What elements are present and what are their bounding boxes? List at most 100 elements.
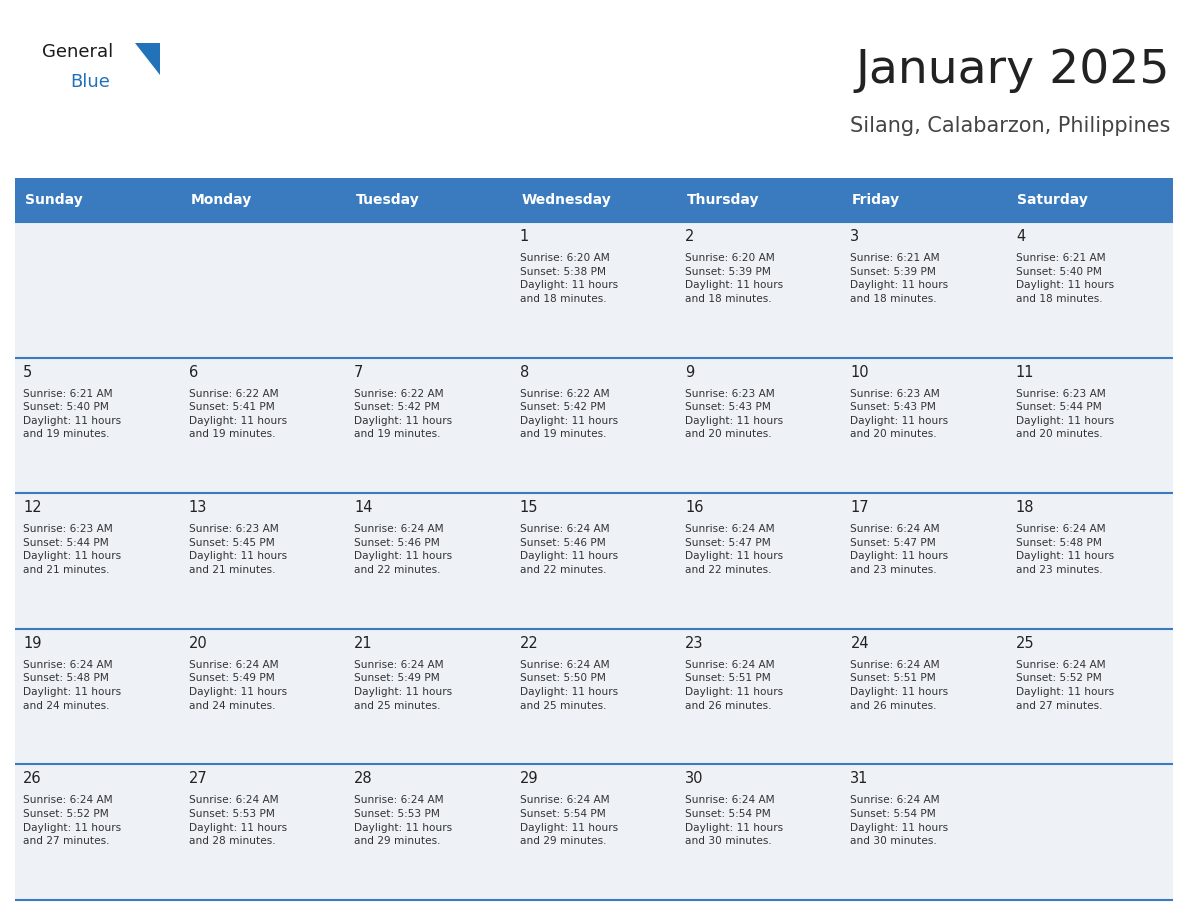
Text: 6: 6 [189,364,198,380]
Text: 1: 1 [519,229,529,244]
Text: January 2025: January 2025 [855,48,1170,93]
Text: 27: 27 [189,771,208,787]
Text: Sunrise: 6:24 AM
Sunset: 5:49 PM
Daylight: 11 hours
and 24 minutes.: Sunrise: 6:24 AM Sunset: 5:49 PM Dayligh… [189,660,286,711]
Text: 13: 13 [189,500,207,515]
Bar [842,358,1007,493]
Text: 26: 26 [24,771,42,787]
Text: 7: 7 [354,364,364,380]
Text: 23: 23 [685,636,703,651]
Text: Sunrise: 6:24 AM
Sunset: 5:54 PM
Daylight: 11 hours
and 30 minutes.: Sunrise: 6:24 AM Sunset: 5:54 PM Dayligh… [685,795,783,846]
Text: 19: 19 [24,636,42,651]
Bar [1007,358,1173,493]
Bar [677,765,842,900]
Bar [511,358,677,493]
Bar [15,358,181,493]
Bar [842,493,1007,629]
Text: Sunrise: 6:20 AM
Sunset: 5:39 PM
Daylight: 11 hours
and 18 minutes.: Sunrise: 6:20 AM Sunset: 5:39 PM Dayligh… [685,253,783,304]
Text: 10: 10 [851,364,870,380]
Text: 21: 21 [354,636,373,651]
Text: 24: 24 [851,636,870,651]
Bar [181,629,346,765]
Text: 29: 29 [519,771,538,787]
Bar [511,765,677,900]
Text: Sunrise: 6:24 AM
Sunset: 5:53 PM
Daylight: 11 hours
and 28 minutes.: Sunrise: 6:24 AM Sunset: 5:53 PM Dayligh… [189,795,286,846]
Text: Sunrise: 6:21 AM
Sunset: 5:40 PM
Daylight: 11 hours
and 19 minutes.: Sunrise: 6:21 AM Sunset: 5:40 PM Dayligh… [24,388,121,440]
Text: Saturday: Saturday [1017,193,1088,207]
Text: Sunrise: 6:22 AM
Sunset: 5:41 PM
Daylight: 11 hours
and 19 minutes.: Sunrise: 6:22 AM Sunset: 5:41 PM Dayligh… [189,388,286,440]
Bar [181,493,346,629]
Bar [15,629,181,765]
Text: 30: 30 [685,771,703,787]
Text: Sunrise: 6:21 AM
Sunset: 5:40 PM
Daylight: 11 hours
and 18 minutes.: Sunrise: 6:21 AM Sunset: 5:40 PM Dayligh… [1016,253,1114,304]
Text: Sunrise: 6:24 AM
Sunset: 5:51 PM
Daylight: 11 hours
and 26 minutes.: Sunrise: 6:24 AM Sunset: 5:51 PM Dayligh… [851,660,948,711]
Bar [181,222,346,358]
Text: 28: 28 [354,771,373,787]
Text: Sunrise: 6:23 AM
Sunset: 5:43 PM
Daylight: 11 hours
and 20 minutes.: Sunrise: 6:23 AM Sunset: 5:43 PM Dayligh… [851,388,948,440]
Text: 16: 16 [685,500,703,515]
Text: Sunrise: 6:24 AM
Sunset: 5:48 PM
Daylight: 11 hours
and 23 minutes.: Sunrise: 6:24 AM Sunset: 5:48 PM Dayligh… [1016,524,1114,575]
Text: Sunrise: 6:20 AM
Sunset: 5:38 PM
Daylight: 11 hours
and 18 minutes.: Sunrise: 6:20 AM Sunset: 5:38 PM Dayligh… [519,253,618,304]
Text: Sunrise: 6:24 AM
Sunset: 5:53 PM
Daylight: 11 hours
and 29 minutes.: Sunrise: 6:24 AM Sunset: 5:53 PM Dayligh… [354,795,453,846]
Bar [346,493,511,629]
Text: Sunrise: 6:24 AM
Sunset: 5:52 PM
Daylight: 11 hours
and 27 minutes.: Sunrise: 6:24 AM Sunset: 5:52 PM Dayligh… [1016,660,1114,711]
Bar [677,222,842,358]
Bar [677,178,842,222]
Text: Sunrise: 6:24 AM
Sunset: 5:48 PM
Daylight: 11 hours
and 24 minutes.: Sunrise: 6:24 AM Sunset: 5:48 PM Dayligh… [24,660,121,711]
Text: Tuesday: Tuesday [355,193,419,207]
Bar [677,358,842,493]
Text: Sunrise: 6:24 AM
Sunset: 5:47 PM
Daylight: 11 hours
and 22 minutes.: Sunrise: 6:24 AM Sunset: 5:47 PM Dayligh… [685,524,783,575]
Text: Sunrise: 6:21 AM
Sunset: 5:39 PM
Daylight: 11 hours
and 18 minutes.: Sunrise: 6:21 AM Sunset: 5:39 PM Dayligh… [851,253,948,304]
Text: 4: 4 [1016,229,1025,244]
Bar [842,178,1007,222]
Text: Sunrise: 6:24 AM
Sunset: 5:46 PM
Daylight: 11 hours
and 22 minutes.: Sunrise: 6:24 AM Sunset: 5:46 PM Dayligh… [519,524,618,575]
Text: 8: 8 [519,364,529,380]
Text: Sunrise: 6:22 AM
Sunset: 5:42 PM
Daylight: 11 hours
and 19 minutes.: Sunrise: 6:22 AM Sunset: 5:42 PM Dayligh… [519,388,618,440]
Bar [1007,629,1173,765]
Bar [842,222,1007,358]
Bar [15,222,181,358]
Text: Sunrise: 6:23 AM
Sunset: 5:44 PM
Daylight: 11 hours
and 20 minutes.: Sunrise: 6:23 AM Sunset: 5:44 PM Dayligh… [1016,388,1114,440]
Bar [15,178,181,222]
Text: 17: 17 [851,500,870,515]
Text: 15: 15 [519,500,538,515]
Bar [511,222,677,358]
Text: 11: 11 [1016,364,1035,380]
Bar [677,629,842,765]
Bar [1007,178,1173,222]
Text: Sunday: Sunday [25,193,83,207]
Text: Wednesday: Wednesday [522,193,611,207]
Text: Sunrise: 6:24 AM
Sunset: 5:52 PM
Daylight: 11 hours
and 27 minutes.: Sunrise: 6:24 AM Sunset: 5:52 PM Dayligh… [24,795,121,846]
Polygon shape [135,43,160,75]
Bar [1007,222,1173,358]
Text: Sunrise: 6:24 AM
Sunset: 5:51 PM
Daylight: 11 hours
and 26 minutes.: Sunrise: 6:24 AM Sunset: 5:51 PM Dayligh… [685,660,783,711]
Text: 22: 22 [519,636,538,651]
Text: Sunrise: 6:23 AM
Sunset: 5:44 PM
Daylight: 11 hours
and 21 minutes.: Sunrise: 6:23 AM Sunset: 5:44 PM Dayligh… [24,524,121,575]
Text: Sunrise: 6:24 AM
Sunset: 5:46 PM
Daylight: 11 hours
and 22 minutes.: Sunrise: 6:24 AM Sunset: 5:46 PM Dayligh… [354,524,453,575]
Text: 31: 31 [851,771,868,787]
Text: 9: 9 [685,364,694,380]
Text: Friday: Friday [852,193,901,207]
Text: Sunrise: 6:24 AM
Sunset: 5:49 PM
Daylight: 11 hours
and 25 minutes.: Sunrise: 6:24 AM Sunset: 5:49 PM Dayligh… [354,660,453,711]
Bar [511,178,677,222]
Text: Silang, Calabarzon, Philippines: Silang, Calabarzon, Philippines [849,116,1170,136]
Text: Sunrise: 6:22 AM
Sunset: 5:42 PM
Daylight: 11 hours
and 19 minutes.: Sunrise: 6:22 AM Sunset: 5:42 PM Dayligh… [354,388,453,440]
Bar [181,178,346,222]
Text: Thursday: Thursday [687,193,759,207]
Text: 20: 20 [189,636,208,651]
Text: Sunrise: 6:24 AM
Sunset: 5:50 PM
Daylight: 11 hours
and 25 minutes.: Sunrise: 6:24 AM Sunset: 5:50 PM Dayligh… [519,660,618,711]
Bar [1007,765,1173,900]
Bar [181,765,346,900]
Text: 18: 18 [1016,500,1035,515]
Bar [15,493,181,629]
Text: 5: 5 [24,364,32,380]
Text: 14: 14 [354,500,373,515]
Text: Sunrise: 6:23 AM
Sunset: 5:45 PM
Daylight: 11 hours
and 21 minutes.: Sunrise: 6:23 AM Sunset: 5:45 PM Dayligh… [189,524,286,575]
Bar [1007,493,1173,629]
Text: 25: 25 [1016,636,1035,651]
Bar [842,629,1007,765]
Bar [346,222,511,358]
Bar [677,493,842,629]
Text: Sunrise: 6:24 AM
Sunset: 5:47 PM
Daylight: 11 hours
and 23 minutes.: Sunrise: 6:24 AM Sunset: 5:47 PM Dayligh… [851,524,948,575]
Text: Sunrise: 6:23 AM
Sunset: 5:43 PM
Daylight: 11 hours
and 20 minutes.: Sunrise: 6:23 AM Sunset: 5:43 PM Dayligh… [685,388,783,440]
Text: 2: 2 [685,229,694,244]
